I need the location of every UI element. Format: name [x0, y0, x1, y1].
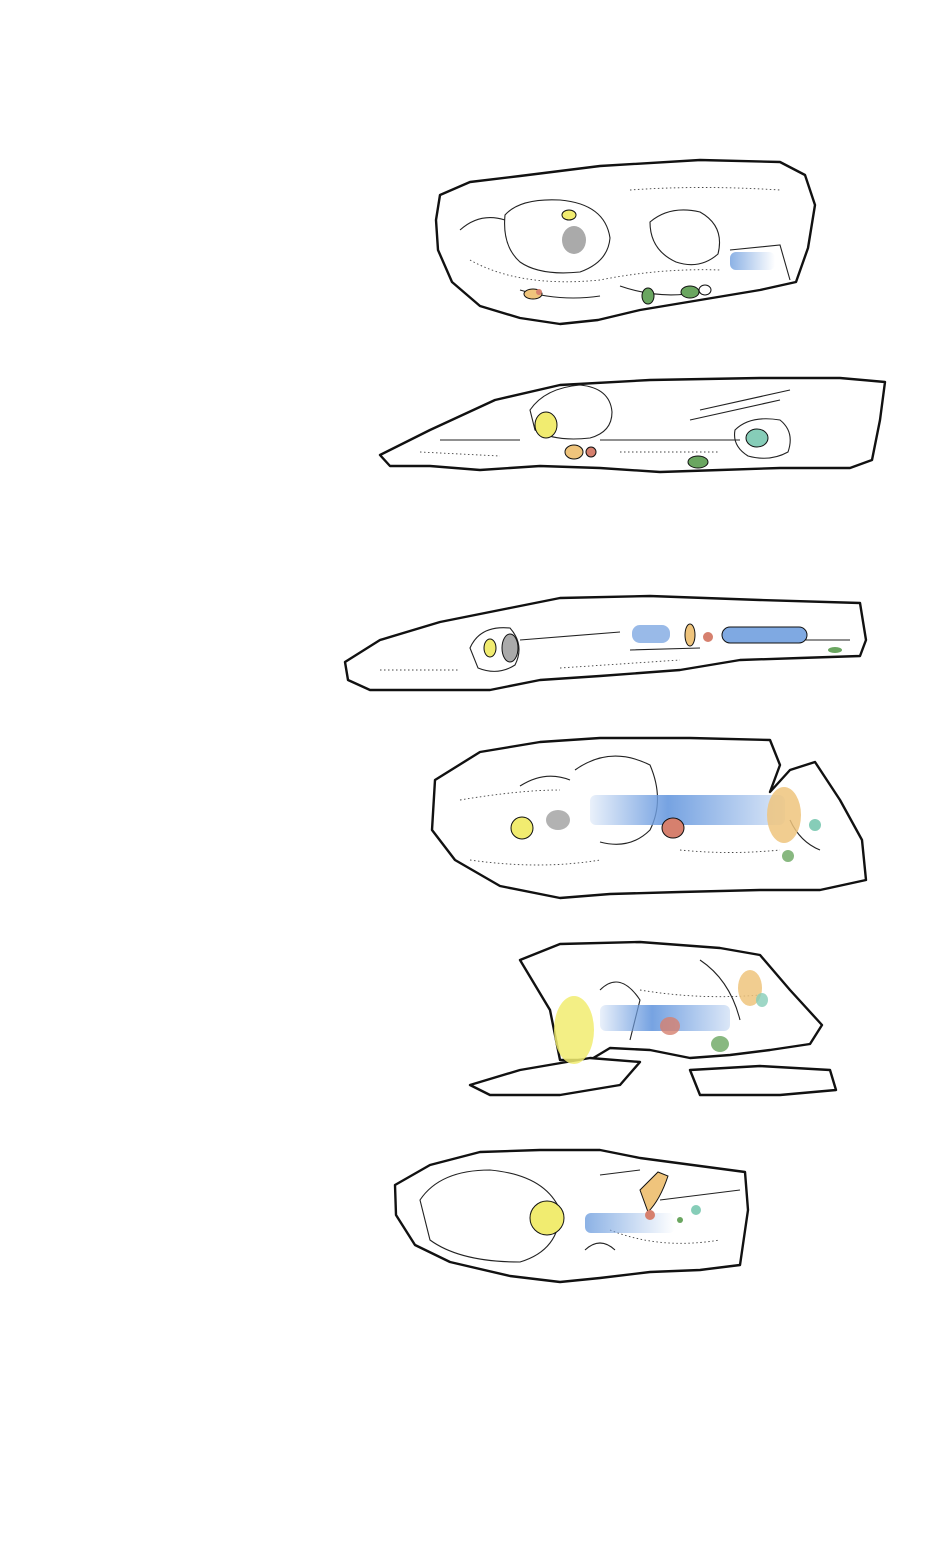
skull-c — [378, 376, 887, 474]
skull-e — [430, 736, 868, 900]
skull-d — [343, 594, 868, 692]
skull-b — [434, 158, 817, 326]
skull-g — [393, 1148, 750, 1284]
skull-f — [468, 940, 838, 1097]
